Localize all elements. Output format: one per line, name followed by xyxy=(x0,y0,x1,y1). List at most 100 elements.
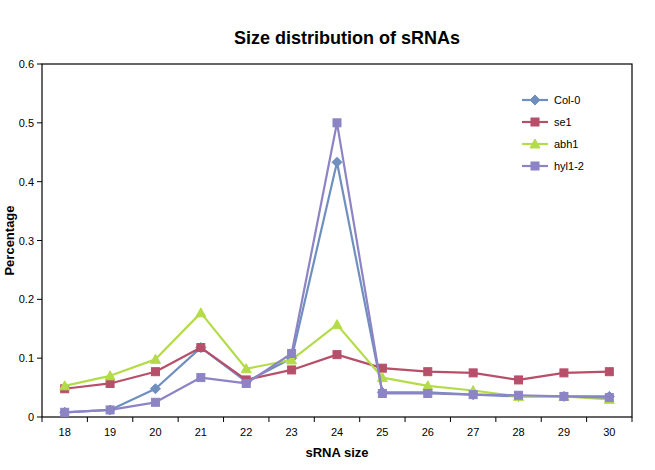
point-marker xyxy=(469,369,477,377)
x-tick-divider xyxy=(405,417,406,422)
point-marker xyxy=(378,389,386,397)
point-marker xyxy=(241,364,251,373)
legend-label: abh1 xyxy=(554,138,578,150)
x-tick-divider xyxy=(87,417,88,422)
point-marker xyxy=(560,369,568,377)
legend-marker xyxy=(531,118,539,126)
y-tick xyxy=(37,181,42,182)
x-tick-divider xyxy=(495,417,496,422)
y-tick-label: 0.3 xyxy=(19,235,34,247)
point-marker xyxy=(333,119,341,127)
point-marker xyxy=(424,368,432,376)
chart: Size distribution of sRNAs 0 0.1 0.2 0.3 0.4 0… xyxy=(0,0,655,470)
x-tick-label: 21 xyxy=(195,426,207,438)
point-marker xyxy=(288,349,296,357)
point-marker xyxy=(242,379,250,387)
point-marker xyxy=(559,391,569,401)
point-marker xyxy=(60,407,70,417)
point-marker xyxy=(332,320,342,329)
point-marker xyxy=(106,406,114,414)
x-tick-divider xyxy=(359,417,360,422)
point-marker xyxy=(469,391,477,399)
y-tick-label: 0.2 xyxy=(19,293,34,305)
point-marker xyxy=(332,157,342,167)
x-tick-label: 26 xyxy=(422,426,434,438)
point-marker xyxy=(150,384,160,394)
plot-data xyxy=(60,119,615,417)
series-line xyxy=(65,123,610,412)
x-tick-divider xyxy=(223,417,224,422)
series-line xyxy=(65,162,610,412)
x-tick-label: 18 xyxy=(59,426,71,438)
y-tick xyxy=(37,64,42,65)
y-axis-label: Percentage xyxy=(2,205,17,275)
x-axis-label: sRNA size xyxy=(305,445,368,460)
x-tick-divider xyxy=(450,417,451,422)
x-tick-divider xyxy=(632,417,633,422)
y-tick xyxy=(37,240,42,241)
x-tick-divider xyxy=(314,417,315,422)
point-marker xyxy=(333,351,341,359)
y-tick xyxy=(37,417,42,418)
legend-label: se1 xyxy=(554,116,572,128)
legend-label: Col-0 xyxy=(554,94,580,106)
point-marker xyxy=(423,381,433,390)
point-marker xyxy=(151,368,159,376)
x-tick-divider xyxy=(268,417,269,422)
x-tick-label: 27 xyxy=(467,426,479,438)
point-marker xyxy=(151,398,159,406)
point-marker xyxy=(468,390,478,400)
x-tick-divider xyxy=(586,417,587,422)
point-marker xyxy=(197,344,205,352)
point-marker xyxy=(196,308,206,317)
x-tick-label: 22 xyxy=(240,426,252,438)
point-marker xyxy=(196,343,206,353)
legend-marker xyxy=(531,162,539,170)
x-tick-divider xyxy=(42,417,43,422)
series-line xyxy=(65,348,610,389)
y-tick xyxy=(37,299,42,300)
point-marker xyxy=(604,394,614,403)
point-marker xyxy=(514,391,524,401)
point-marker xyxy=(105,405,115,415)
y-tick-label: 0.6 xyxy=(19,58,34,70)
x-tick-label: 28 xyxy=(512,426,524,438)
x-tick-divider xyxy=(132,417,133,422)
point-marker xyxy=(604,391,614,401)
point-marker xyxy=(424,389,432,397)
x-tick-label: 30 xyxy=(603,426,615,438)
point-marker xyxy=(515,391,523,399)
x-tick-label: 19 xyxy=(104,426,116,438)
point-marker xyxy=(559,391,569,400)
point-marker xyxy=(60,381,70,390)
point-marker xyxy=(515,376,523,384)
legend-label: hyl1-2 xyxy=(554,160,584,172)
x-tick-label: 25 xyxy=(376,426,388,438)
plot-frame xyxy=(42,64,632,417)
x-tick-label: 23 xyxy=(285,426,297,438)
point-marker xyxy=(106,379,114,387)
x-tick-label: 24 xyxy=(331,426,343,438)
title: Size distribution of sRNAs xyxy=(234,28,460,48)
y-tick-label: 0.1 xyxy=(19,352,34,364)
point-marker xyxy=(61,408,69,416)
x-tick-divider xyxy=(541,417,542,422)
legend-marker xyxy=(530,139,540,148)
point-marker xyxy=(288,366,296,374)
point-marker xyxy=(514,391,524,400)
x-tick-label: 20 xyxy=(149,426,161,438)
y-tick xyxy=(37,122,42,123)
point-marker xyxy=(605,368,613,376)
y-tick-label: 0 xyxy=(28,411,34,423)
series-line xyxy=(65,313,610,399)
point-marker xyxy=(241,377,251,387)
point-marker xyxy=(197,374,205,382)
x-tick-label: 29 xyxy=(558,426,570,438)
point-marker xyxy=(105,371,115,380)
y-tick xyxy=(37,358,42,359)
point-marker xyxy=(150,354,160,363)
y-tick-label: 0.5 xyxy=(19,117,34,129)
y-tick-label: 0.4 xyxy=(19,176,34,188)
x-tick-divider xyxy=(178,417,179,422)
point-marker xyxy=(560,392,568,400)
